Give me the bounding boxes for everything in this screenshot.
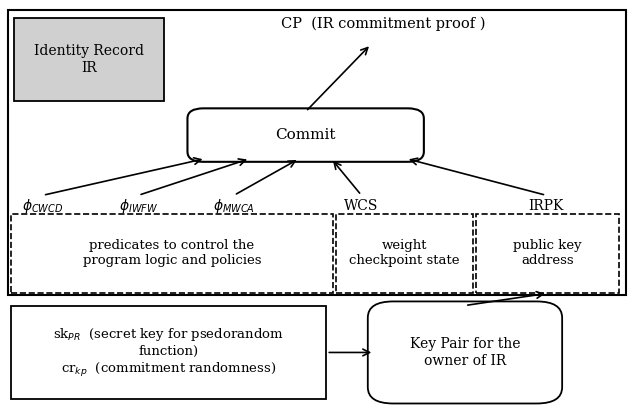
FancyBboxPatch shape [8, 9, 626, 296]
FancyBboxPatch shape [188, 109, 424, 162]
FancyBboxPatch shape [336, 214, 473, 293]
FancyBboxPatch shape [11, 214, 333, 293]
Text: public key
address: public key address [513, 240, 582, 268]
FancyBboxPatch shape [14, 18, 164, 102]
Text: weight
checkpoint state: weight checkpoint state [349, 240, 460, 268]
Text: Identity Record
IR: Identity Record IR [34, 44, 144, 75]
Text: IRPK: IRPK [529, 199, 564, 212]
Text: CP  (IR commitment proof ): CP (IR commitment proof ) [282, 17, 486, 31]
Text: Commit: Commit [275, 128, 336, 142]
FancyBboxPatch shape [476, 214, 620, 293]
Text: $\phi_{MWCA}$: $\phi_{MWCA}$ [213, 196, 255, 215]
FancyBboxPatch shape [11, 305, 326, 399]
Text: predicates to control the
program logic and policies: predicates to control the program logic … [83, 240, 261, 268]
Text: WCS: WCS [344, 199, 379, 212]
Text: $\phi_{IWFW}$: $\phi_{IWFW}$ [119, 196, 158, 215]
Text: $\phi_{CWCD}$: $\phi_{CWCD}$ [22, 196, 63, 215]
FancyBboxPatch shape [368, 301, 562, 404]
Text: Key Pair for the
owner of IR: Key Pair for the owner of IR [410, 337, 520, 367]
Text: sk$_{PR}$  (secret key for psedorandom
function)
cr$_{kp}$  (commitment randomne: sk$_{PR}$ (secret key for psedorandom fu… [53, 326, 284, 379]
